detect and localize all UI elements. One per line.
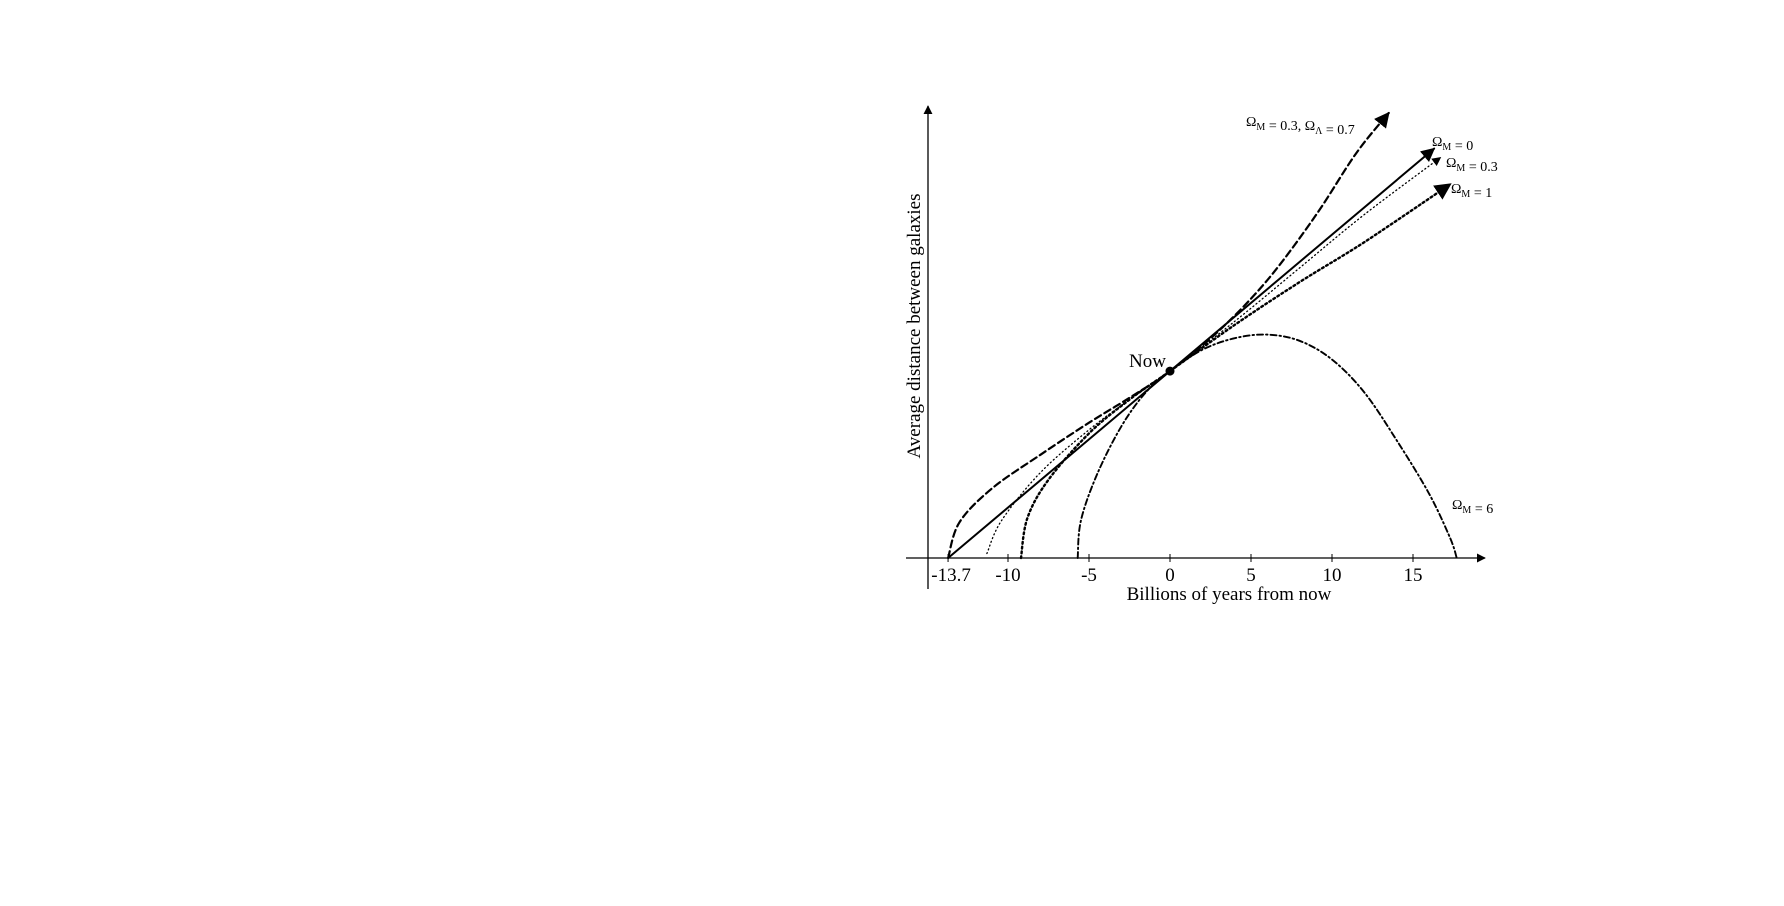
series-group xyxy=(947,111,1458,560)
x-tick-label: -5 xyxy=(1081,565,1097,586)
x-tick-label: 0 xyxy=(1165,565,1175,586)
series-omega-m-0.3-label: ΩM = 0.3 xyxy=(1446,156,1498,175)
series-omega-m-6-label: ΩM = 6 xyxy=(1452,498,1493,517)
series-omega-m-0 xyxy=(947,147,1436,559)
series-omega-m-0.3-lambda-0.7 xyxy=(947,111,1390,560)
series-omega-m-1-label: ΩM = 1 xyxy=(1451,182,1492,201)
series-omega-m-0.3 xyxy=(986,156,1442,555)
x-tick-label: -13.7 xyxy=(931,565,971,586)
now-point xyxy=(1165,366,1175,376)
curve-label-group: ΩM = 0.3, ΩΛ = 0.7 ΩM = 0 ΩM = 0.3 ΩM = 1 ΩM… xyxy=(1246,115,1498,517)
axes xyxy=(906,105,1486,589)
x-tick-label: 10 xyxy=(1323,565,1342,586)
x-tick-label: 5 xyxy=(1246,565,1256,586)
x-tick-label: -10 xyxy=(995,565,1020,586)
y-axis-title: Average distance between galaxies xyxy=(904,194,925,459)
now-label: Now xyxy=(1129,351,1166,372)
x-tick-label: 15 xyxy=(1404,565,1423,586)
series-omega-m-0.3-lambda-0.7-label: ΩM = 0.3, ΩΛ = 0.7 xyxy=(1246,115,1355,138)
series-omega-m-6 xyxy=(1076,333,1458,559)
x-axis-title: Billions of years from now xyxy=(1127,584,1332,605)
x-tick-group: -13.7 -10 -5 0 5 10 15 xyxy=(931,554,1423,586)
series-omega-m-0-label: ΩM = 0 xyxy=(1432,135,1473,154)
